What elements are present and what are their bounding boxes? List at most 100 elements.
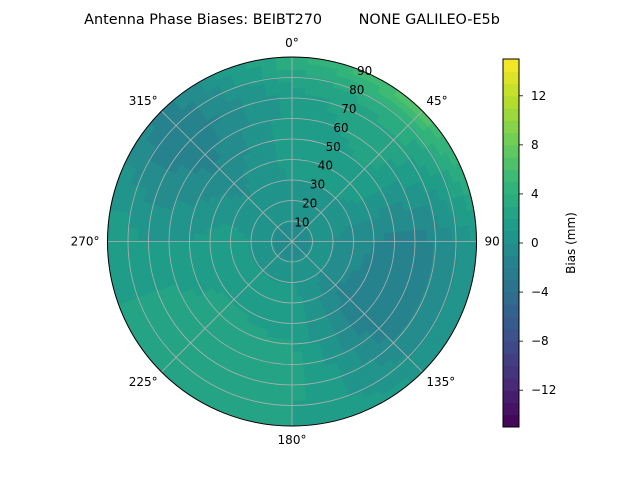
heat-cell (283, 142, 293, 150)
heat-cell (107, 225, 115, 242)
heat-cell (280, 112, 293, 120)
colorbar-tick-label: 4 (531, 187, 539, 201)
heat-cell (281, 124, 293, 132)
heat-cell (113, 225, 121, 242)
heat-cell (291, 81, 307, 89)
heat-cell (291, 314, 300, 322)
heat-cell (288, 210, 293, 218)
heat-cell (291, 124, 303, 132)
colorbar-band (503, 120, 519, 134)
heat-cell (291, 333, 301, 341)
colorbar-band (503, 353, 519, 367)
heat-cell (277, 400, 293, 408)
heat-cell (291, 357, 304, 365)
heat-cell (291, 173, 299, 181)
heat-cell (119, 226, 127, 242)
colorbar-band (503, 414, 519, 428)
heat-cell (193, 232, 201, 242)
heat-cell (285, 308, 293, 316)
heat-cell (291, 394, 307, 402)
heat-cell (346, 230, 354, 237)
heat-cell (282, 186, 289, 194)
heat-cell (279, 173, 287, 182)
heat-cell (283, 148, 293, 157)
heat-cell (242, 241, 250, 247)
heat-cell (187, 241, 195, 251)
heat-cell (291, 326, 301, 335)
angular-tick-label: 225° (129, 375, 158, 389)
heat-cell (291, 179, 298, 187)
heat-cell (236, 241, 244, 247)
heat-cell (286, 185, 293, 193)
heat-cell (174, 241, 183, 253)
heat-cell (284, 320, 293, 328)
angular-tick-label: 135° (426, 375, 455, 389)
colorbar-band (503, 169, 519, 183)
heat-cell (295, 289, 302, 297)
heat-cell (125, 241, 134, 257)
heat-cell (230, 241, 238, 248)
colorbar-tick-label: 8 (531, 138, 539, 152)
heat-cell (291, 375, 305, 384)
heat-cell (224, 241, 232, 248)
heat-cell (371, 233, 379, 242)
heat-cell (276, 406, 293, 415)
heat-cell (296, 295, 304, 304)
heat-cell (297, 307, 306, 316)
colorbar-tick-label: −4 (531, 285, 549, 299)
heat-cell (156, 229, 164, 242)
heat-cell (278, 167, 287, 176)
colorbar-band (503, 402, 519, 416)
heat-cell (162, 229, 170, 242)
heat-cell (282, 345, 293, 353)
heat-cell (168, 241, 176, 253)
heat-cell (334, 236, 342, 242)
heat-cell (352, 241, 360, 248)
heat-cell (282, 130, 293, 138)
heat-cell (278, 382, 293, 390)
heat-cell (291, 99, 305, 108)
colorbar-ticks: 12 8 4 0 −4 −8 −12 (519, 89, 556, 397)
heat-cell (432, 241, 440, 255)
heat-cell (137, 227, 146, 242)
heat-cell (291, 161, 300, 169)
colorbar-band (503, 377, 519, 391)
heat-cell (408, 230, 416, 242)
heat-cell (280, 179, 288, 188)
heat-cell (224, 235, 232, 242)
colorbar-band (503, 316, 519, 330)
heat-cell (162, 241, 170, 254)
heat-cell (217, 241, 225, 249)
heat-cell (199, 233, 207, 242)
radial-tick-label: 60 (333, 121, 348, 135)
heat-cell (444, 227, 453, 242)
heat-cell (291, 412, 308, 421)
heat-cell (291, 369, 305, 378)
colorbar-tick-label: 12 (531, 89, 546, 103)
heat-cell (291, 112, 304, 120)
heat-cell (291, 271, 296, 279)
heat-cell (278, 87, 293, 95)
heat-cell (291, 400, 307, 408)
heat-cell (279, 105, 293, 114)
heat-cell (119, 241, 127, 257)
heat-cell (205, 233, 213, 242)
heat-cell (277, 394, 293, 402)
heat-cell (438, 241, 447, 256)
heat-cell (282, 339, 293, 347)
angular-grid-line (291, 241, 423, 373)
angular-tick-label: 45° (426, 94, 447, 108)
heat-cell (450, 241, 459, 257)
colorbar-band (503, 304, 519, 318)
heat-cell (291, 57, 309, 65)
colorbar-band (503, 218, 519, 232)
heat-cell (125, 226, 134, 242)
heat-cell (291, 351, 303, 359)
heat-cell (279, 369, 293, 378)
heat-cell (401, 241, 410, 253)
colorbar-band (503, 144, 519, 158)
heat-cell (276, 62, 293, 71)
colorbar-band (503, 279, 519, 293)
heat-cell (284, 161, 293, 169)
heat-cell (291, 136, 302, 144)
